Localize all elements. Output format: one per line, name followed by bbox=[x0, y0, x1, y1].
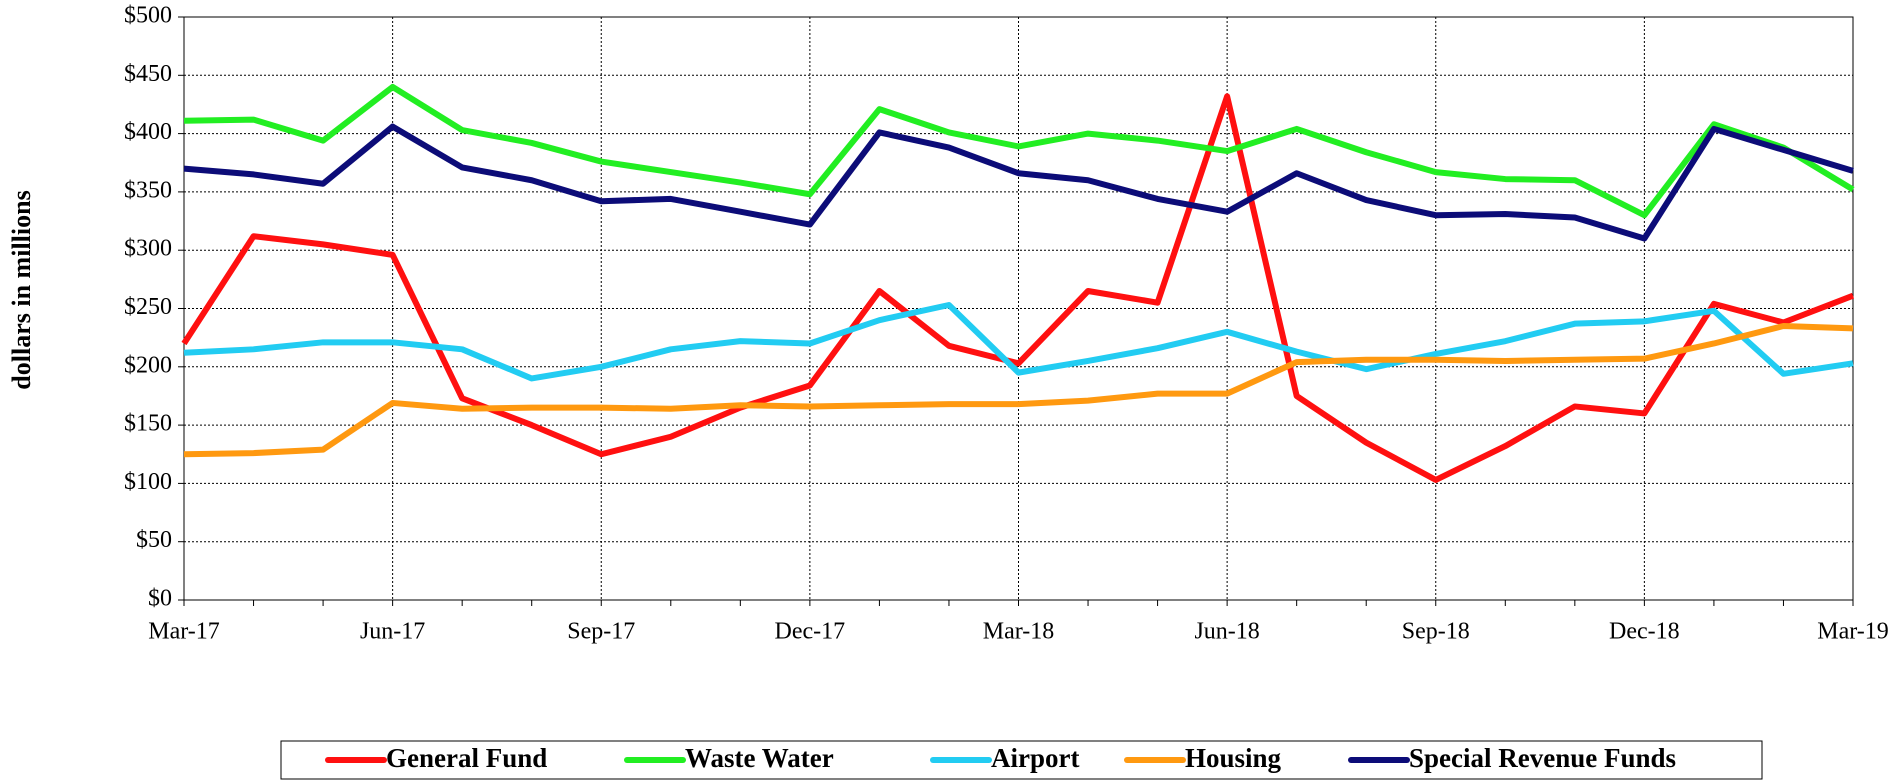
series-line bbox=[183, 322, 1854, 458]
y-tick-label: $350 bbox=[124, 177, 172, 203]
y-tick-label: $0 bbox=[148, 586, 172, 612]
x-tick-label: Mar-17 bbox=[148, 619, 220, 645]
series-line bbox=[181, 93, 1855, 483]
y-tick-label: $150 bbox=[124, 411, 172, 437]
legend-label: Waste Water bbox=[685, 743, 834, 773]
series-line bbox=[183, 83, 1855, 219]
x-tick-label: Sep-18 bbox=[1402, 619, 1470, 645]
x-tick-label: Dec-18 bbox=[1609, 619, 1680, 645]
y-tick-label: $400 bbox=[124, 119, 172, 145]
legend-label: Housing bbox=[1185, 743, 1282, 773]
y-tick-label: $450 bbox=[124, 61, 172, 87]
series-line bbox=[183, 302, 1854, 382]
y-tick-label: $200 bbox=[124, 352, 172, 378]
legend-label: Airport bbox=[991, 743, 1079, 773]
y-tick-label: $500 bbox=[124, 3, 172, 29]
x-tick-label: Sep-17 bbox=[567, 619, 635, 645]
series-line bbox=[183, 123, 1854, 242]
x-tick-label: Jun-17 bbox=[360, 619, 425, 645]
x-tick-label: Jun-18 bbox=[1194, 619, 1259, 645]
legend-box bbox=[280, 740, 1763, 780]
legend-label: Special Revenue Funds bbox=[1409, 743, 1676, 773]
x-tick-label: Dec-17 bbox=[775, 619, 846, 645]
x-tick-label: Mar-18 bbox=[983, 619, 1055, 645]
plot-frame bbox=[183, 16, 1854, 601]
y-tick-label: $100 bbox=[124, 469, 172, 495]
y-axis-label: dollars in millions bbox=[7, 190, 36, 389]
x-tick-label: Mar-19 bbox=[1817, 619, 1889, 645]
y-tick-label: $250 bbox=[124, 294, 172, 320]
y-tick-label: $50 bbox=[136, 527, 172, 553]
legend-label: General Fund bbox=[386, 743, 547, 773]
y-tick-label: $300 bbox=[124, 236, 172, 262]
